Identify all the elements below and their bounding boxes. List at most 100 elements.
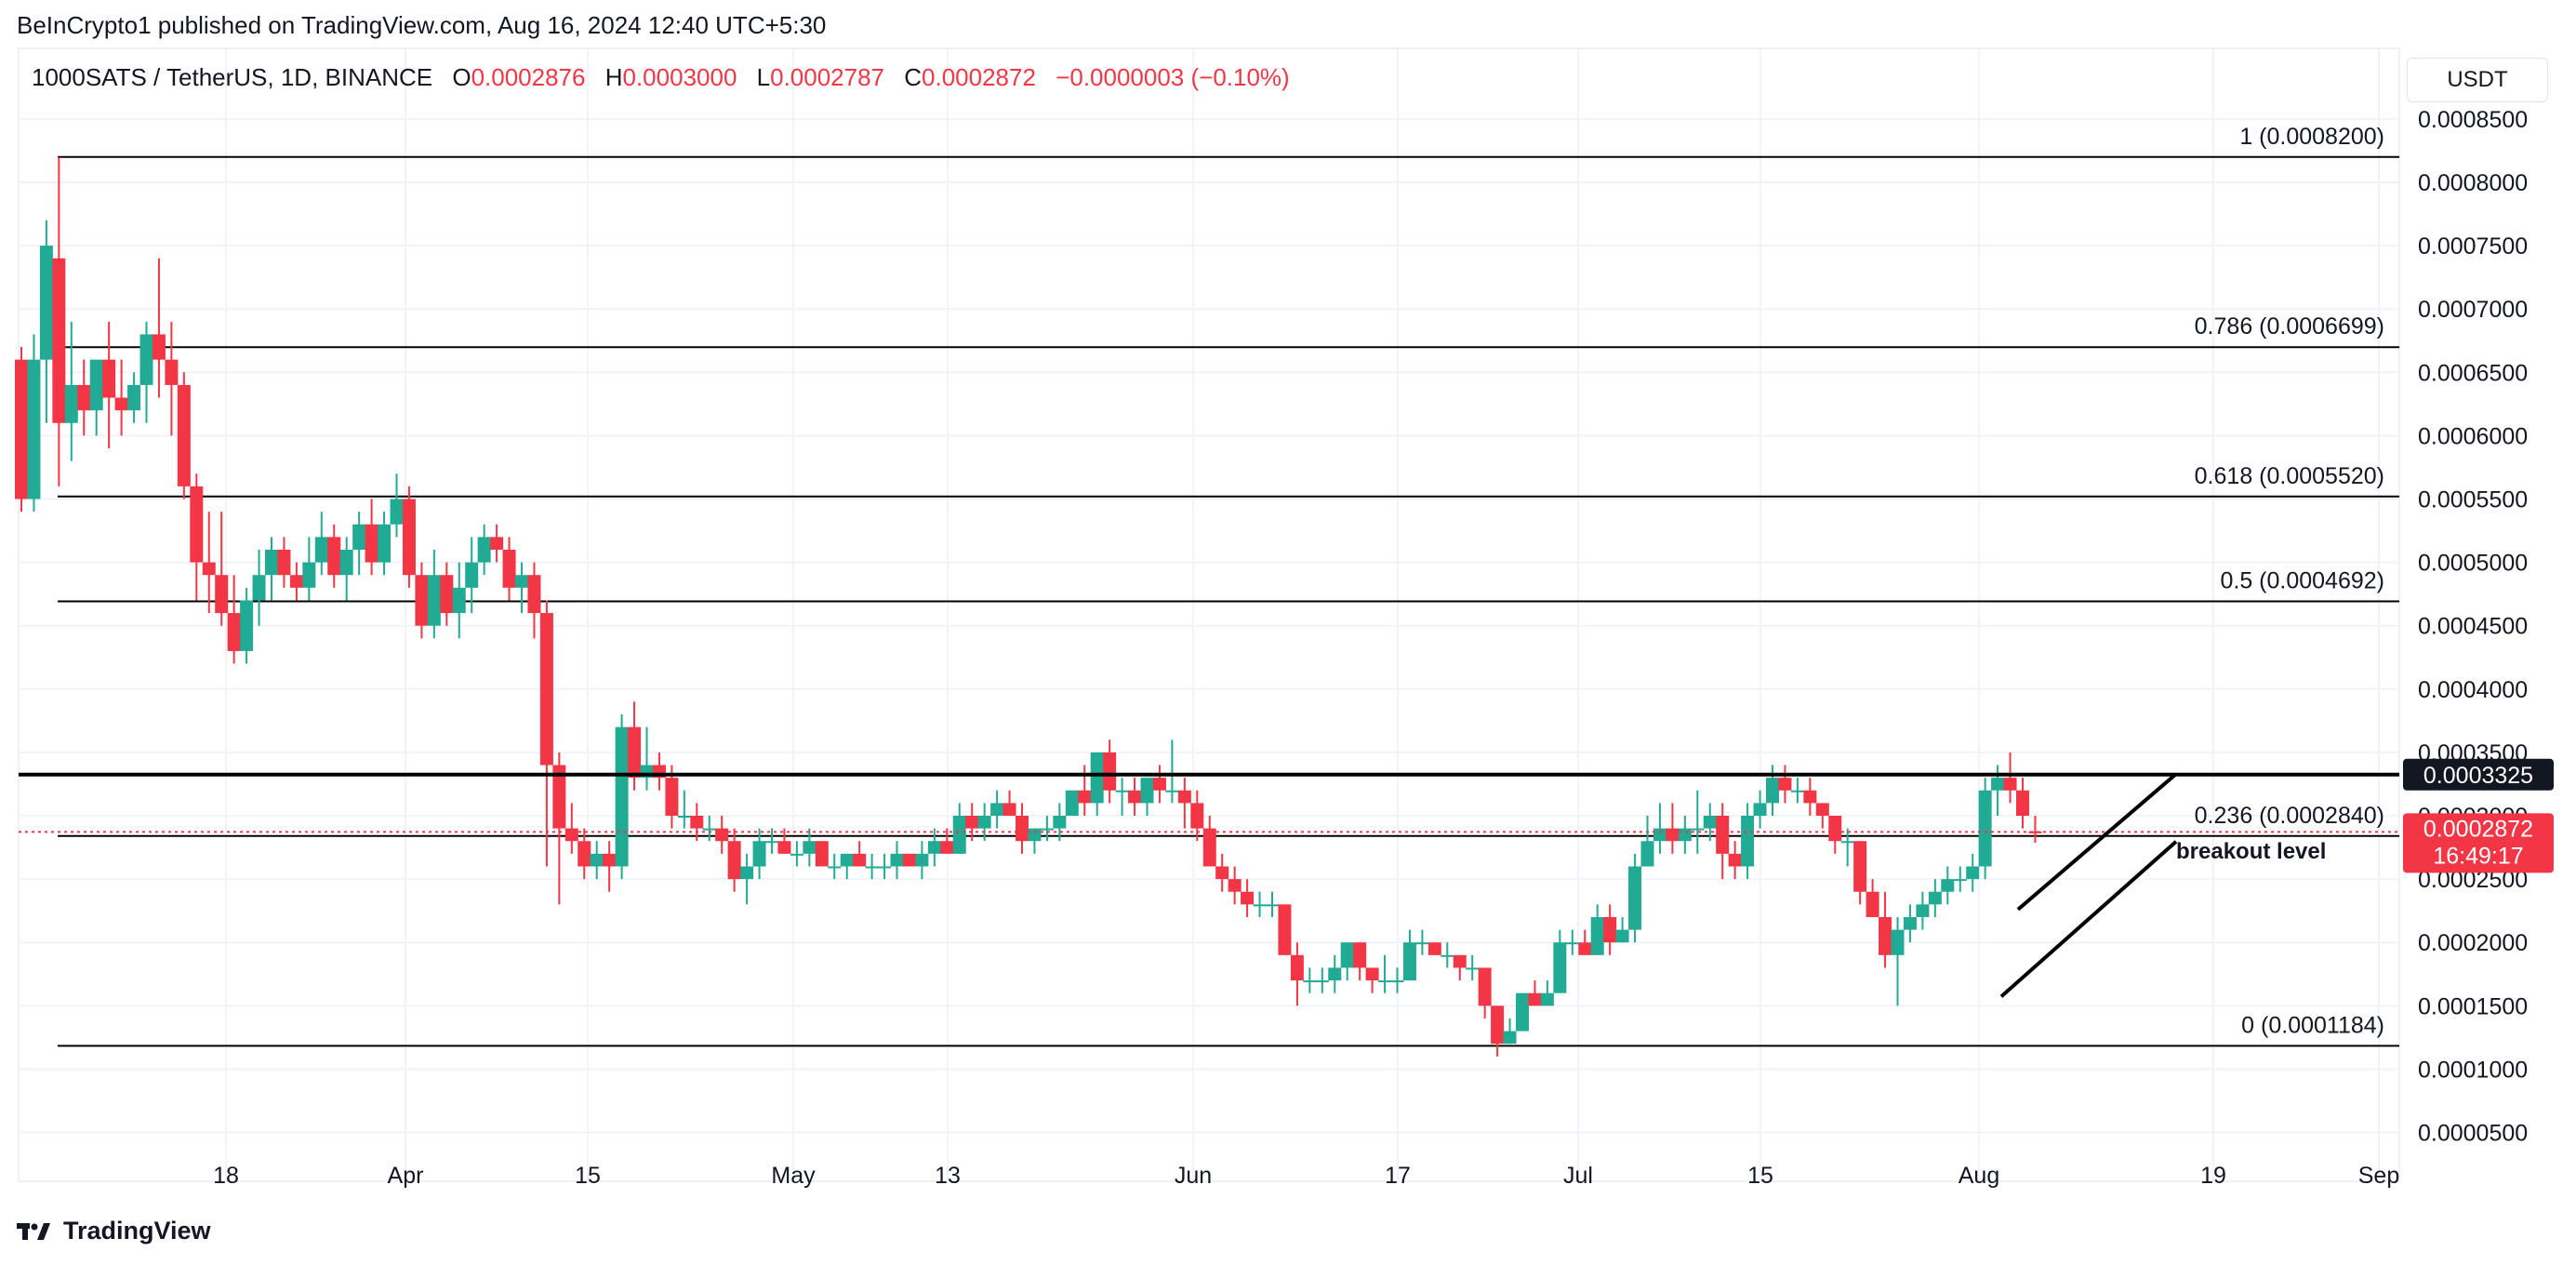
candle-body [64,384,78,423]
candle-body [515,575,528,588]
x-tick-label: Jun [1175,1163,1212,1189]
candle-body [740,866,754,880]
candle-body [265,549,278,576]
candle-body [1177,790,1191,804]
candle-body [1716,816,1730,854]
tradingview-logo-icon [17,1222,50,1240]
breakout-annotation: breakout level [2176,839,2326,864]
x-tick-label: Jul [1563,1163,1593,1189]
channel-line [1999,840,2178,998]
candle-body [289,575,303,588]
candle-body [378,524,392,563]
candle-body [1991,778,2005,791]
candle-body [1828,816,1842,842]
grid [19,48,2399,1181]
candle-body [890,853,904,867]
y-tick-label: 0.0001000 [2418,1057,2528,1083]
candle-body [1666,828,1680,842]
x-axis[interactable]: 18 Apr 15 May 13 Jun 17 Jul 15 Aug 19 Sep [213,1163,2399,1189]
symbol-name[interactable]: 1000SATS / TetherUS, 1D, BINANCE [32,63,433,91]
y-tick-label: 0.0008000 [2418,170,2528,196]
x-tick-label: 13 [935,1163,961,1189]
candle-body [477,537,491,563]
candle-body [927,841,941,854]
candle-body [828,866,842,869]
candle-body [1253,904,1267,907]
candle-body [840,853,854,867]
y-tick-label: 0.0000500 [2418,1121,2528,1147]
candle-body [1415,942,1429,945]
plot-frame [18,47,2400,1182]
candle-body [1678,828,1692,842]
high-label: H [604,63,623,91]
candle-body [1540,992,1554,1006]
candle-body [865,866,879,869]
candle-body [603,853,617,867]
candle-body [1553,942,1567,993]
candle-body [215,575,229,614]
candle-body [1365,967,1379,981]
y-tick-label: 0.0006000 [2418,423,2528,449]
candle-body [2016,790,2029,816]
candle-body [1891,929,1905,955]
candle-body [89,359,103,411]
candle-body [715,828,729,842]
candle-body [1766,778,1779,804]
candle-body [1078,790,1092,804]
candle-body [940,841,954,854]
candle-body [227,613,241,651]
y-axis[interactable]: 0.0008500 0.0008000 0.0007500 0.0007000 0.00… [2403,107,2554,1147]
candle-body [977,816,991,829]
candle-body [1491,1005,1505,1045]
candle-body [952,816,966,854]
candle-body [1741,816,1755,867]
candle-body [302,562,316,588]
candle-body [578,841,591,867]
tradingview-brand: TradingView [63,1217,211,1245]
candle-body [165,359,179,385]
fib-label: 0.786 (0.0006699) [2195,313,2384,340]
x-tick-label: Aug [1959,1163,1999,1189]
candle-body [114,397,128,411]
candle-body [1978,790,1992,867]
y-tick-label: 0.0008500 [2418,107,2528,133]
candle-body [415,575,429,626]
tradingview-footer[interactable]: TradingView [17,1217,211,1245]
candle-body [1916,904,1930,917]
close-label: C [904,63,923,91]
last-price-label: 0.0002872 [2423,816,2533,842]
x-tick-label: 19 [2200,1163,2226,1189]
candle-body [1790,790,1804,792]
candle-body [1503,1031,1517,1045]
candle-body [1528,992,1542,1006]
candle-body [853,853,867,867]
currency-selector[interactable]: USDT [2407,58,2548,102]
candle-body [1140,778,1154,804]
candle-body [1165,790,1179,792]
candle-body [1190,803,1204,829]
candle-body [1202,828,1216,867]
candle-body [628,726,642,779]
x-tick-label: 15 [575,1163,601,1189]
candle-body [1728,853,1742,867]
candle-body [815,841,829,867]
candle-body [327,537,341,576]
candle-body [1016,816,1029,842]
candle-body [52,258,66,423]
candle-body [1241,891,1255,905]
candle-body [1578,942,1592,955]
open-label: O [452,63,471,91]
x-tick-label: May [771,1163,816,1189]
candle-body [527,575,541,614]
candle-body [77,384,91,411]
candle-body [1840,841,1854,844]
candle-body [790,853,803,856]
change-value: −0.0000003 (−0.10%) [1056,63,1290,91]
candle-body [1941,879,1955,892]
candle-body [1516,992,1529,1032]
candle-body [202,562,216,576]
candle-body [27,359,41,499]
fib-label: 0.236 (0.0002840) [2195,803,2384,829]
candle-body [1703,816,1717,829]
